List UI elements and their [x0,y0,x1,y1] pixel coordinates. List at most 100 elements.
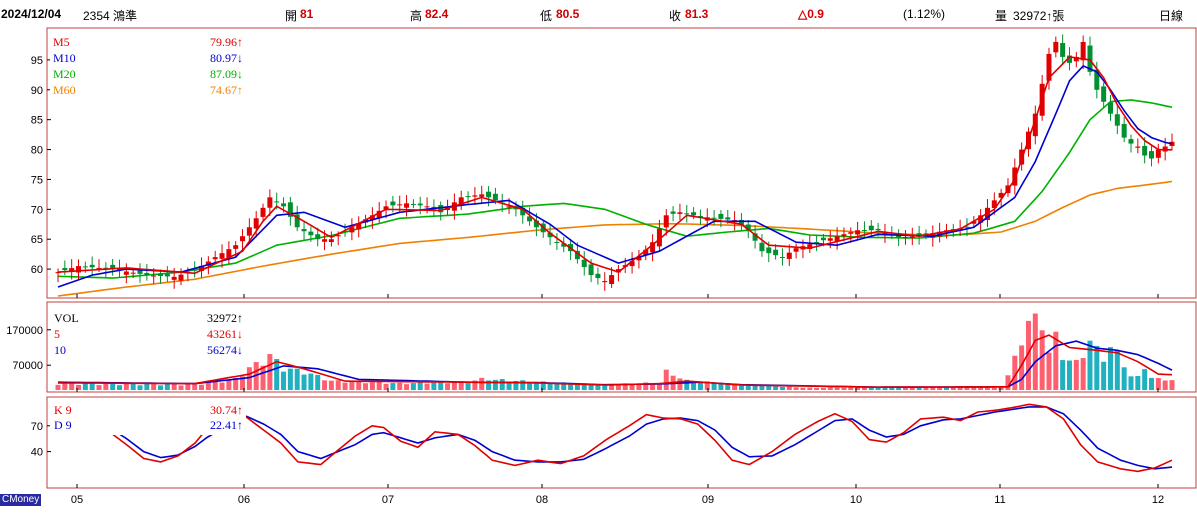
candle-body [76,266,82,273]
candle-body [1101,86,1107,102]
price-y-label: 80 [31,145,43,157]
volume-bar [458,381,464,390]
candle-body [595,273,601,279]
volume-bar [1101,361,1107,390]
price-y-label: 65 [31,234,43,246]
volume-bar [205,382,211,390]
candle-body [390,201,396,206]
candle-body [779,256,785,258]
candle-body [1080,41,1086,61]
candle-body [82,266,88,268]
candle-body [1107,102,1113,114]
volume-bar [445,383,451,390]
candle-body [267,197,273,208]
volume-bar [691,381,697,390]
volume-bar [1080,358,1086,390]
volume-bar [1005,375,1011,390]
volume-bar [383,383,389,390]
candle-body [752,233,758,241]
candle-body [199,265,205,271]
volume-bar [998,387,1004,390]
candle-body [1046,53,1052,81]
x-tick-label: 12 [1152,494,1164,506]
volume-legend-value: 56274↓ [207,343,243,357]
volume-bar [759,386,765,390]
volume-bar [451,382,457,390]
x-tick-label: 11 [994,494,1005,506]
candle-body [868,225,874,231]
volume-bar [766,385,772,390]
volume-bar [725,383,731,390]
candle-body [226,249,232,258]
volume-bar [267,354,273,390]
volume-bar [622,383,628,390]
volume-bar [171,383,177,390]
volume-bar [1039,330,1045,390]
candle-body [916,233,922,237]
candle-body [240,236,246,242]
volume-value: 32972↑張 [1013,9,1065,23]
volume-bar [588,384,594,390]
volume-bar [1162,380,1168,390]
candle-body [697,215,703,217]
volume-bar [609,385,615,390]
brand-logo: CMoney [0,494,42,506]
volume-bar [656,383,662,390]
candle-body [875,228,881,231]
legend-m20-value: 87.09↓ [210,67,243,81]
volume-bar [185,384,191,390]
price-y-label: 75 [31,174,43,186]
volume-bar [96,385,102,390]
volume-bar [404,384,410,390]
volume-bar [192,384,198,390]
volume-bar [328,380,334,390]
candle-body [472,195,478,197]
volume-bar [636,383,642,390]
high-value: 82.4 [425,7,449,21]
candle-body [417,203,423,206]
volume-bar [349,381,355,390]
volume-bar [793,387,799,390]
price-y-label: 95 [31,55,43,67]
volume-bar [868,386,874,390]
candle-body [759,242,765,252]
candle-body [902,237,908,239]
volume-y-label: 170000 [6,325,43,337]
candle-body [1142,145,1148,156]
volume-bar [752,385,758,390]
volume-bar [882,387,888,390]
kd-legend-name: D 9 [54,418,72,432]
volume-bar [779,386,785,390]
candle-body [397,204,403,206]
candle-body [335,235,341,237]
volume-bar [144,383,150,390]
volume-bar [1012,355,1018,390]
candle-body [458,197,464,205]
volume-bar [287,368,293,390]
candle-body [677,212,683,214]
volume-bar [971,386,977,390]
volume-bar [151,383,157,390]
candle-body [711,217,717,219]
candle-body [424,206,430,208]
candle-body [814,242,820,244]
candle-body [1053,41,1059,53]
candle-body [807,244,813,249]
volume-bar [807,387,813,390]
volume-bar [1046,352,1052,390]
volume-bar [76,384,82,390]
volume-bar [513,380,519,390]
volume-bar [950,386,956,390]
volume-bar [574,383,580,390]
candle-body [527,216,533,222]
volume-bar [923,387,929,390]
ma5-line [57,56,1173,275]
candle-body [793,248,799,252]
volume-bar [506,381,512,390]
volume-bar [814,387,820,390]
candle-body [55,272,61,274]
kd-y-label: 40 [31,447,43,459]
volume-bar [424,383,430,390]
volume-bar [855,387,861,390]
volume-bar [1114,350,1120,390]
